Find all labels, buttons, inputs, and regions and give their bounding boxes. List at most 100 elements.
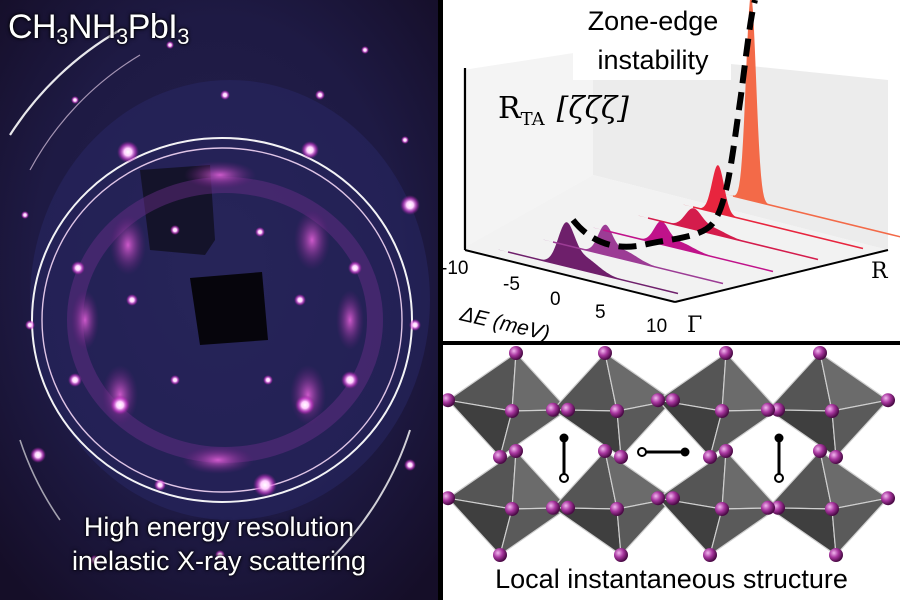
- spectrum-baseline: [732, 195, 900, 238]
- iodine-atom: [881, 491, 895, 506]
- octahedron-face: [499, 507, 570, 557]
- iodine-atom: [666, 491, 680, 506]
- crystal-structure: [443, 346, 895, 562]
- spectrum-baseline: [602, 229, 774, 273]
- horizontal-divider: [443, 341, 900, 345]
- iodine-atom: [825, 404, 839, 418]
- iodine-atom: [610, 502, 624, 516]
- octahedron-face: [766, 507, 837, 557]
- iodine-atom: [509, 444, 523, 458]
- iodine-atom: [614, 450, 628, 464]
- iodine-atom: [813, 444, 827, 458]
- iodine-atom: [493, 450, 507, 464]
- structure-panel: [443, 345, 900, 600]
- diffuse-streaks: [71, 161, 364, 474]
- iodine-atom: [614, 548, 628, 562]
- beamstop-arm: [140, 165, 215, 255]
- iodine-atom: [825, 502, 839, 516]
- iodine-atom: [651, 393, 665, 408]
- iodine-atom: [598, 444, 612, 458]
- mode-label: RTA [ζζζ]: [498, 91, 629, 130]
- iodine-atom: [666, 393, 680, 408]
- phonon-spectra-panel: -10 -5 0 5 10 ΔE (meV) Γ R RTA [ζζζ] Zone…: [443, 0, 900, 341]
- powder-ring-2: [41, 147, 403, 493]
- x-tick-label: 5: [595, 302, 606, 323]
- powder-ring-outer-2: [29, 54, 141, 171]
- iodine-atom: [651, 491, 665, 506]
- bragg-spots: [21, 41, 421, 565]
- dipole-3: [774, 433, 784, 483]
- diffraction-image: [0, 0, 438, 600]
- iodine-atom: [881, 393, 895, 408]
- r-point-label: R: [871, 259, 889, 284]
- methylammonium-dipoles: [559, 433, 784, 483]
- vertical-divider: [438, 0, 443, 600]
- powder-ring-outer-4: [19, 439, 61, 521]
- technique-caption: High energy resolution inelastic X-ray s…: [0, 510, 438, 578]
- annotation-box: [573, 0, 731, 80]
- energy-axis: [464, 249, 676, 303]
- octahedron-face: [551, 507, 622, 557]
- iodine-atom: [761, 500, 775, 515]
- iodine-atom: [829, 548, 843, 562]
- iodine-atom: [443, 491, 455, 506]
- iodine-atom: [610, 404, 624, 418]
- technique-caption-line2: inelastic X-ray scattering: [71, 546, 367, 576]
- iodine-atom: [505, 502, 519, 516]
- iodine-atom: [715, 404, 729, 418]
- octahedron-face: [721, 449, 780, 510]
- spectrum-baseline: [507, 251, 679, 295]
- iodine-atom: [761, 402, 775, 417]
- beamstop: [190, 272, 268, 345]
- diffraction-panel: CH3NH3PbI3 High energy resolution inelas…: [0, 0, 438, 600]
- iodine-atom: [703, 450, 717, 464]
- annotation-line1: Zone-edge: [588, 6, 719, 36]
- x-tick-label: 0: [550, 289, 561, 310]
- back-wall-right: [593, 50, 888, 250]
- spectrum-slice: [543, 224, 673, 272]
- iodine-atom: [719, 346, 733, 360]
- energy-axis-label: ΔE (meV): [457, 302, 552, 341]
- technique-caption-line1: High energy resolution: [83, 512, 355, 542]
- iodine-atom: [771, 500, 785, 515]
- structure-caption: Local instantaneous structure: [495, 564, 848, 594]
- iodine-atom: [443, 393, 455, 408]
- x-tick-label: -10: [443, 258, 468, 279]
- octahedron-face: [709, 507, 780, 557]
- iodine-atom: [813, 346, 827, 360]
- octahedron-face: [831, 399, 890, 459]
- spectrum-slice: [683, 165, 813, 237]
- iodine-atom: [561, 402, 575, 417]
- gamma-point-label: Γ: [687, 313, 702, 338]
- iodine-atom: [505, 404, 519, 418]
- iodine-atom: [546, 500, 560, 515]
- iodine-atom: [546, 402, 560, 417]
- iodine-atom: [509, 346, 523, 360]
- dipole-2: [637, 447, 690, 457]
- octahedron-face: [616, 399, 675, 459]
- octahedron-face: [721, 351, 780, 412]
- compound-formula: CH3NH3PbI3: [8, 8, 190, 49]
- spectrum-baseline: [552, 241, 724, 285]
- x-tick-label: -5: [503, 274, 520, 295]
- back-wall-left: [463, 50, 593, 248]
- instability-dashed-curve: [570, 0, 758, 250]
- iodine-atom: [493, 548, 507, 562]
- powder-ring-outer-3: [329, 429, 411, 561]
- iodine-atom: [561, 500, 575, 515]
- octahedron-face: [616, 497, 675, 557]
- energy-ticks: -10 -5 0 5 10: [443, 258, 667, 337]
- iodine-atoms: [443, 346, 895, 562]
- octahedron-face: [831, 497, 890, 557]
- iodine-atom: [598, 346, 612, 360]
- annotation-line2: instability: [597, 45, 709, 75]
- powder-ring-outer: [9, 29, 121, 136]
- spectrum-slice: [498, 222, 628, 282]
- q-axis: [674, 249, 889, 303]
- iodine-atom: [715, 502, 729, 516]
- spectrum-baseline: [647, 217, 819, 261]
- iodine-atom: [719, 444, 733, 458]
- phonon-spectra-chart: -10 -5 0 5 10 ΔE (meV) Γ R RTA [ζζζ] Zone…: [443, 0, 900, 341]
- x-tick-label: 10: [646, 316, 667, 337]
- spectrum-slice: [723, 0, 853, 226]
